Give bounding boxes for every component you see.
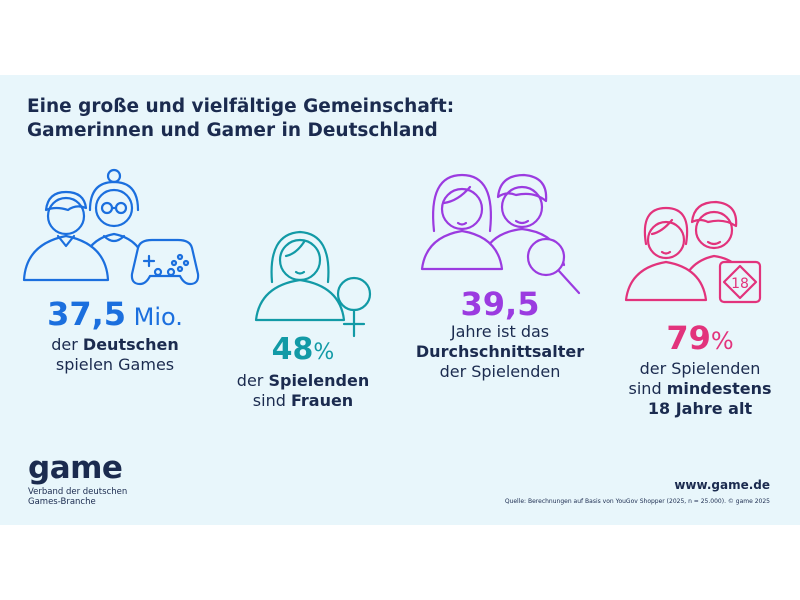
caption-text: spielen Games <box>55 355 175 374</box>
caption-text: der <box>236 371 269 390</box>
caption-bold: 18 Jahre alt <box>647 399 753 418</box>
title-line-2: Gamerinnen und Gamer in Deutschland <box>27 120 438 141</box>
website-link[interactable]: www.game.de <box>674 478 770 492</box>
caption-bold: Deutschen <box>82 335 179 354</box>
stat-value: 39,5 <box>400 286 600 322</box>
stat-value: 79% <box>605 320 795 359</box>
people-with-magnifier-icon <box>420 173 581 295</box>
caption-bold: Spielenden <box>268 371 370 390</box>
stat-number: 79 <box>666 319 711 357</box>
game-logo[interactable]: game Verband der deutschen Games-Branche <box>28 452 127 507</box>
stat-average-age: 39,5 Jahre ist das Durchschnittsalter de… <box>400 286 600 382</box>
stat-unit: Mio. <box>126 303 183 331</box>
caption-bold: mindestens <box>666 379 772 398</box>
stat-caption: der Spielenden sind mindestens 18 Jahre … <box>605 359 795 419</box>
stat-number: 39,5 <box>460 285 540 323</box>
stat-caption: der Spielenden sind Frauen <box>228 371 378 411</box>
stat-gamers-count: 37,5 Mio. der Deutschen spielen Games <box>15 296 215 375</box>
stat-number: 48 <box>271 332 314 367</box>
caption-text: der Spielenden <box>639 359 761 378</box>
caption-text: der <box>51 335 83 354</box>
stat-adult-share: 79% der Spielenden sind mindestens 18 Ja… <box>605 320 795 419</box>
age-badge-label: 18 <box>731 276 749 292</box>
woman-with-female-symbol-icon <box>254 230 372 338</box>
source-note: Quelle: Berechnungen auf Basis von YouGo… <box>504 498 770 505</box>
caption-text: sind <box>628 379 667 398</box>
stat-value: 37,5 Mio. <box>15 296 215 335</box>
stat-caption: der Deutschen spielen Games <box>15 335 215 375</box>
stat-female-share: 48% der Spielenden sind Frauen <box>228 332 378 411</box>
stat-number: 37,5 <box>47 295 127 333</box>
caption-text: der Spielenden <box>439 362 561 381</box>
title-line-1: Eine große und vielfältige Gemeinschaft: <box>27 96 455 117</box>
logo-wordmark: game <box>28 450 123 486</box>
caption-text: sind <box>252 391 291 410</box>
stat-caption: Jahre ist das Durchschnittsalter der Spi… <box>400 322 600 382</box>
logo-subtitle-line: Verband der deutschen <box>28 487 128 497</box>
logo-subtitle-line: Games-Branche <box>28 497 96 507</box>
caption-bold: Frauen <box>290 391 354 410</box>
stat-unit: % <box>313 340 335 365</box>
people-with-gamepad-icon <box>22 168 200 286</box>
stat-value: 48% <box>228 332 378 371</box>
caption-text: Jahre ist das <box>450 322 550 341</box>
caption-bold: Durchschnittsalter <box>415 342 585 361</box>
page-title: Eine große und vielfältige Gemeinschaft:… <box>27 95 547 143</box>
people-with-age-18-icon: 18 <box>624 200 762 304</box>
stat-unit: % <box>710 327 734 355</box>
logo-subtitle: Verband der deutschen Games-Branche <box>28 487 127 507</box>
